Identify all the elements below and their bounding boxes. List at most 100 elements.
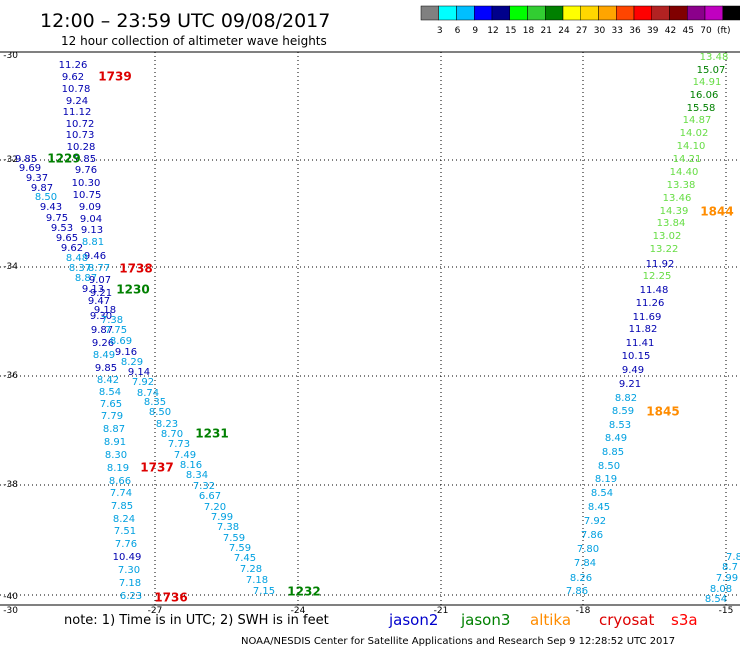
swh-value-label: 8.54	[99, 387, 121, 398]
swh-value-label: 8.35	[144, 397, 166, 408]
legend-swatch	[704, 5, 723, 21]
satellite-name-jason3: jason3	[460, 611, 510, 629]
lon-tick-label: -27	[148, 606, 163, 616]
swh-value-label: 9.87	[31, 183, 53, 194]
legend-swatch	[616, 5, 635, 21]
swh-value-label: 7.85	[111, 501, 133, 512]
swh-value-label: 8.54	[591, 488, 613, 499]
legend-swatch	[580, 5, 599, 21]
swh-value-label: 14.87	[683, 115, 712, 126]
swh-value-label: 14.21	[673, 154, 702, 165]
swh-value-label: 8.77	[88, 263, 110, 274]
wave-height-labels: 11.269.6210.789.2411.1210.7210.7310.289.…	[15, 52, 740, 605]
swh-value-label: 7.59	[223, 533, 245, 544]
pass-time-label: 1229	[47, 152, 80, 166]
footer-note: note: 1) Time is in UTC; 2) SWH is in fe…	[64, 613, 329, 628]
swh-value-label: 7.73	[168, 439, 190, 450]
satellite-name-cryosat: cryosat	[599, 611, 654, 629]
legend-label: 42	[665, 26, 676, 36]
swh-value-label: 7.92	[584, 516, 606, 527]
legend-label: 39	[647, 26, 659, 36]
swh-value-label: 9.43	[40, 202, 62, 213]
legend-label: 30	[594, 26, 606, 36]
pass-time-label: 1230	[116, 283, 149, 297]
legend-label: 45	[683, 26, 694, 36]
lon-tick-label: -15	[719, 606, 734, 616]
swh-value-label: 10.73	[66, 130, 95, 141]
swh-value-label: 7.38	[217, 522, 239, 533]
swh-value-label: 8.24	[113, 514, 135, 525]
swh-value-label: 9.14	[128, 367, 150, 378]
legend-swatch	[491, 5, 510, 21]
map-frame	[0, 51, 740, 606]
swh-value-label: 8.69	[110, 336, 132, 347]
swh-value-label: 11.12	[63, 107, 92, 118]
swh-value-label: 8.59	[612, 406, 634, 417]
swh-value-label: 9.62	[62, 72, 84, 83]
swh-value-label: 9.85	[15, 154, 37, 165]
legend-label: 24	[558, 26, 570, 36]
swh-value-label: 10.30	[72, 178, 101, 189]
swh-value-label: 8.74	[137, 388, 159, 399]
swh-value-label: 8.23	[156, 419, 178, 430]
swh-value-label: 7.51	[114, 526, 136, 537]
swh-value-label: 8.08	[710, 584, 732, 595]
swh-value-label: 9.49	[622, 365, 644, 376]
lat-tick-label: -32	[3, 155, 18, 165]
swh-value-label: 15.58	[687, 103, 716, 114]
lat-tick-label: -30	[3, 51, 18, 61]
swh-value-label: 14.40	[670, 167, 699, 178]
pass-time-label: 1844	[700, 205, 733, 219]
swh-value-label: 8.82	[615, 393, 637, 404]
legend-label: (ft)	[717, 26, 731, 36]
satellite-legend: jason2 jason3 altika cryosat s3a	[388, 611, 698, 629]
satellite-name-altika: altika	[530, 611, 571, 629]
swh-value-label: 7.74	[110, 488, 132, 499]
swh-value-label: 7.80	[577, 544, 599, 555]
credit-line: NOAA/NESDIS Center for Satellite Applica…	[241, 636, 675, 647]
legend-label: 36	[629, 26, 641, 36]
swh-value-label: 11.26	[636, 298, 665, 309]
legend-label: 27	[576, 26, 587, 36]
swh-value-label: 8.49	[605, 433, 627, 444]
legend-label: 70	[700, 26, 712, 36]
swh-value-label: 8.50	[35, 192, 57, 203]
swh-value-label: 8.50	[149, 407, 171, 418]
swh-value-label: 13.48	[700, 52, 729, 63]
swh-value-label: 8.30	[105, 450, 127, 461]
swh-value-label: 10.72	[66, 119, 95, 130]
swh-value-label: 7.75	[105, 325, 127, 336]
satellite-name-jason2: jason2	[388, 611, 438, 629]
swh-value-label: 11.26	[59, 60, 88, 71]
swh-value-label: 8.81	[82, 237, 104, 248]
swh-value-label: 9.37	[26, 173, 48, 184]
map-title: 12:00 – 23:59 UTC 09/08/2017	[40, 10, 330, 32]
pass-time-label: 1845	[646, 405, 679, 419]
swh-value-label: 7.45	[234, 553, 256, 564]
legend-swatch	[456, 5, 475, 21]
corner-tick-label: -30	[3, 606, 18, 616]
swh-value-label: 13.84	[657, 218, 686, 229]
legend-swatch	[420, 5, 439, 21]
swh-value-label: 7.76	[115, 539, 137, 550]
swh-value-label: 7.79	[101, 411, 123, 422]
swh-value-label: 14.91	[693, 77, 722, 88]
swh-value-label: 8.37	[69, 263, 91, 274]
pass-time-label: 1736	[154, 591, 187, 605]
swh-value-label: 9.65	[56, 233, 78, 244]
swh-value-label: 8.50	[598, 461, 620, 472]
swh-value-label: 8.42	[97, 375, 119, 386]
legend-swatch	[633, 5, 652, 21]
pass-time-label: 1739	[98, 70, 131, 84]
swh-value-label: 16.06	[690, 90, 719, 101]
lon-tick-label: -18	[576, 606, 591, 616]
swh-value-label: 14.10	[677, 141, 706, 152]
legend-label: 21	[541, 26, 552, 36]
legend-label: 12	[487, 26, 498, 36]
legend-swatch	[598, 5, 617, 21]
swh-value-label: 8.48	[66, 253, 88, 264]
swh-value-label: 10.49	[113, 552, 142, 563]
swh-value-label: 13.38	[667, 180, 696, 191]
swh-value-label: 7.59	[229, 543, 251, 554]
